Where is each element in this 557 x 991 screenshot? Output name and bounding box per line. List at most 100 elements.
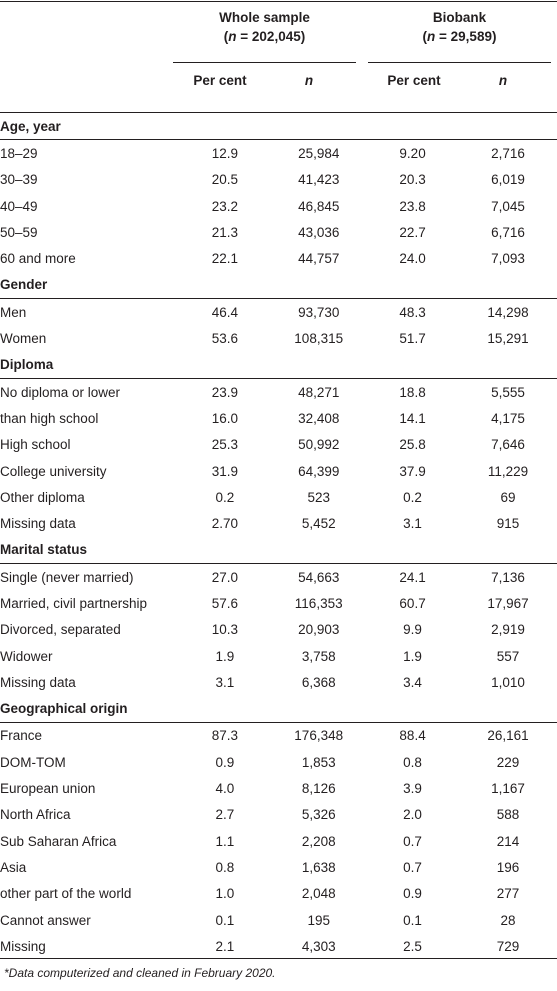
n-biobank-cell: 277 [496, 886, 520, 902]
percent-biobank-cell: 2.0 [403, 807, 422, 823]
row-label: than high school [0, 410, 99, 426]
percent-whole-cell: 0.2 [215, 489, 235, 505]
section-rule-cell [178, 112, 272, 141]
n-biobank-cell: 6,019 [491, 172, 525, 188]
n-whole-cell: 3,758 [301, 648, 336, 664]
percent-whole-cell: 1.1 [215, 833, 235, 849]
table-row: Missing data 3.1 6,368 3.4 1,010 [0, 669, 557, 695]
percent-biobank-cell: 24.1 [399, 569, 426, 585]
row-label: 50–59 [0, 224, 38, 240]
section-rule-cell [271, 351, 367, 379]
n-biobank-cell: 7,136 [491, 569, 525, 585]
n-biobank-cell: 15,291 [487, 331, 529, 347]
n-whole-cell: 41,423 [298, 172, 340, 188]
percent-whole-cell: 10.3 [211, 622, 238, 638]
n-whole-cell: 46,845 [298, 198, 340, 214]
percent-whole-cell: 27.0 [211, 569, 238, 585]
n-whole-cell: 2,208 [301, 833, 336, 849]
table-row: European union 4.0 8,126 3.9 1,167 [0, 775, 557, 801]
row-label: College university [0, 463, 107, 479]
section-header-row: Geographical origin [0, 695, 557, 723]
n-biobank-cell: 7,646 [491, 437, 525, 453]
row-label: European union [0, 781, 96, 797]
row-label: Missing [0, 938, 46, 954]
row-label: North Africa [0, 807, 71, 823]
table-row: 18–29 12.9 25,984 9.20 2,716 [0, 140, 557, 167]
percent-whole-cell: 31.9 [211, 463, 238, 479]
section-rule-cell [366, 695, 459, 723]
n-whole-cell: 50,992 [298, 437, 340, 453]
biobank-title: Biobank [432, 10, 487, 25]
row-label: No diploma or lower [0, 384, 121, 400]
n-whole-cell: 54,663 [298, 569, 340, 585]
row-label: Men [0, 304, 27, 320]
section-rule-cell [458, 271, 557, 300]
table-row: Divorced, separated 10.3 20,903 9.9 2,919 [0, 617, 557, 643]
n-biobank-cell: 229 [496, 754, 520, 770]
table-row: France 87.3 176,348 88.4 26,161 [0, 722, 557, 749]
n-whole-cell: 176,348 [294, 728, 344, 744]
table-row: College university 31.9 64,399 37.9 11,229 [0, 458, 557, 484]
percent-biobank-cell: 0.2 [403, 489, 422, 505]
percent-whole-cell: 16.0 [211, 410, 238, 426]
column-header-n-whole: n [304, 73, 314, 88]
percent-whole-cell: 0.1 [215, 912, 235, 928]
row-label: Women [0, 331, 47, 347]
n-whole-cell: 1,853 [301, 754, 336, 770]
percent-whole-cell: 2.1 [215, 938, 235, 954]
row-label: High school [0, 437, 71, 453]
column-header-percent-biobank: Per cent [387, 73, 441, 88]
footnote: *Data computerized and cleaned in Februa… [4, 966, 276, 980]
row-label: Missing data [0, 516, 76, 532]
biobank-count: (n = 29,589) [422, 29, 497, 44]
percent-whole-cell: 0.9 [215, 754, 235, 770]
percent-whole-cell: 23.9 [211, 384, 238, 400]
n-whole-cell: 93,730 [298, 304, 340, 320]
percent-whole-cell: 4.0 [215, 781, 235, 797]
percent-whole-cell: 20.5 [211, 172, 238, 188]
column-header-n-biobank: n [498, 73, 508, 88]
n-whole-cell: 43,036 [298, 224, 340, 240]
n-whole-cell: 64,399 [298, 463, 340, 479]
section-rule-cell [178, 536, 272, 565]
percent-whole-cell: 1.0 [215, 886, 235, 902]
row-label: Sub Saharan Africa [0, 833, 117, 849]
n-biobank-cell: 214 [496, 833, 520, 849]
n-biobank-cell: 196 [496, 859, 520, 875]
n-whole-cell: 2,048 [301, 886, 336, 902]
table-row: Cannot answer 0.1 195 0.1 28 [0, 907, 557, 933]
table-row: than high school 16.0 32,408 14.1 4,175 [0, 405, 557, 431]
table-row: 50–59 21.3 43,036 22.7 6,716 [0, 219, 557, 245]
n-whole-cell: 8,126 [301, 781, 336, 797]
percent-biobank-cell: 23.8 [399, 198, 426, 214]
section-rule-cell [271, 271, 367, 300]
n-biobank-cell: 557 [496, 648, 520, 664]
section-rule-cell [271, 112, 367, 141]
section-rule-cell [458, 695, 557, 723]
table-row: DOM-TOM 0.9 1,853 0.8 229 [0, 749, 557, 775]
section-title: Geographical origin [0, 695, 179, 723]
section-rule-cell [366, 112, 459, 141]
percent-whole-cell: 46.4 [211, 304, 238, 320]
n-whole-cell: 1,638 [301, 859, 336, 875]
row-label: Single (never married) [0, 569, 134, 585]
percent-whole-cell: 3.1 [215, 674, 235, 690]
percent-biobank-cell: 51.7 [399, 331, 426, 347]
column-header-percent-whole: Per cent [193, 73, 247, 88]
n-whole-cell: 25,984 [298, 145, 340, 161]
percent-biobank-cell: 3.9 [403, 781, 422, 797]
table-row: Married, civil partnership 57.6 116,353 60.… [0, 590, 557, 616]
biobank-header: Biobank (n = 29,589) [368, 8, 551, 46]
table-row: Asia 0.8 1,638 0.7 196 [0, 854, 557, 880]
n-whole-cell: 5,452 [301, 516, 336, 532]
biobank-underline [368, 62, 551, 63]
table-bottom-rule [0, 958, 557, 959]
n-whole-cell: 20,903 [298, 622, 340, 638]
table-row: Single (never married) 27.0 54,663 24.1 7,13… [0, 564, 557, 591]
row-label: Divorced, separated [0, 622, 121, 638]
table-row: Sub Saharan Africa 1.1 2,208 0.7 214 [0, 828, 557, 854]
percent-whole-cell: 22.1 [211, 251, 238, 267]
percent-biobank-cell: 24.0 [399, 251, 426, 267]
n-biobank-cell: 1,010 [491, 674, 525, 690]
